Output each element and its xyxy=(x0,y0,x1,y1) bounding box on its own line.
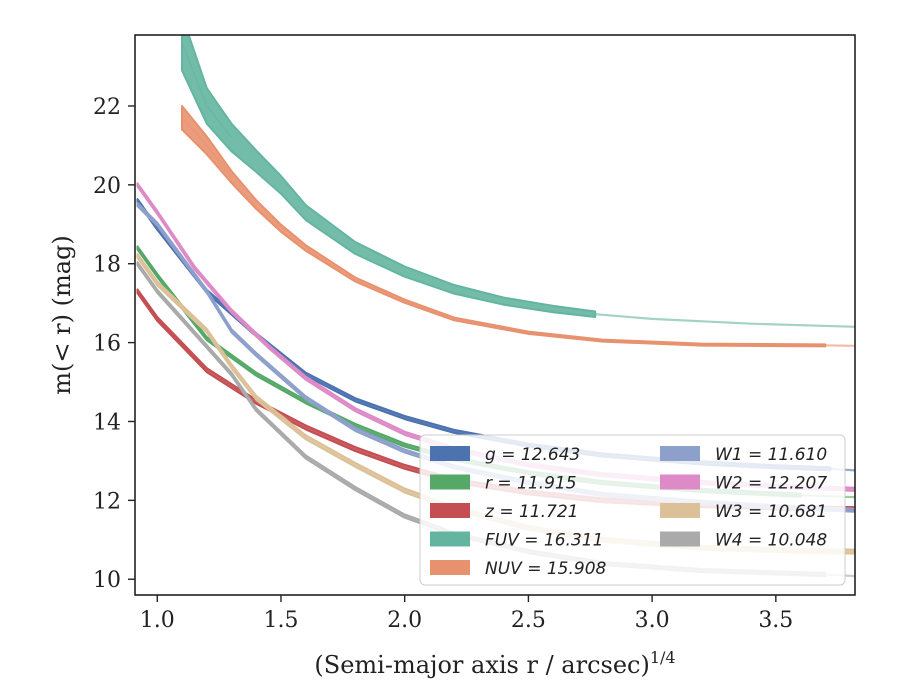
legend-swatch-w2 xyxy=(660,474,700,490)
x-axis-label: (Semi-major axis r / arcsec)1/4 xyxy=(314,648,675,679)
legend-label-w4: W4 = 10.048 xyxy=(715,531,827,551)
series-head-fuv xyxy=(181,42,233,139)
legend-label-z: z = 11.721 xyxy=(484,502,578,522)
y-tick-label: 20 xyxy=(93,174,121,199)
y-tick-label: 22 xyxy=(93,95,121,120)
series-head-nuv xyxy=(181,117,233,178)
legend-label-w2: W2 = 12.207 xyxy=(715,474,827,494)
y-tick-label: 12 xyxy=(93,489,121,514)
legend: g = 12.643 r = 11.915 z = 11.721 FUV = 16.3… xyxy=(419,434,846,586)
legend-label-w1: W1 = 11.610 xyxy=(715,445,827,465)
series-head-w2 xyxy=(136,184,196,269)
series-nuv xyxy=(181,105,855,348)
legend-swatch-z xyxy=(430,503,470,518)
series-head-z xyxy=(136,290,208,371)
x-tick-label: 1.5 xyxy=(263,608,298,633)
series-band-w1 xyxy=(136,202,855,513)
series-band-fuv xyxy=(181,35,597,318)
x-axis-label-exponent: 1/4 xyxy=(650,648,676,667)
series-layer xyxy=(136,35,855,578)
legend-swatch-w1 xyxy=(660,446,700,461)
plot-frame xyxy=(134,34,856,596)
y-tick-label: 10 xyxy=(93,568,121,593)
y-tick-label: 14 xyxy=(93,410,121,435)
y-tick-label: 16 xyxy=(93,332,121,357)
series-w3 xyxy=(136,252,855,555)
series-w1 xyxy=(136,202,855,513)
series-fuv xyxy=(181,35,855,328)
y-tick-label: 18 xyxy=(93,253,121,278)
legend-frame xyxy=(419,434,846,586)
series-g xyxy=(136,198,855,472)
legend-swatch-nuv xyxy=(430,560,470,575)
x-axis-label-text: (Semi-major axis r / arcsec) xyxy=(314,651,649,679)
series-band-w2 xyxy=(136,182,855,492)
series-tail-fuv xyxy=(595,313,855,328)
series-w2 xyxy=(136,182,855,492)
legend-swatch-r xyxy=(430,474,470,490)
legend-swatch-g xyxy=(430,446,470,461)
series-head-w1 xyxy=(136,203,208,292)
series-head-r xyxy=(136,247,208,340)
series-band-nuv xyxy=(181,105,827,348)
series-band-w3 xyxy=(136,252,855,555)
series-head-w3 xyxy=(136,255,208,332)
legend-swatch-fuv xyxy=(430,531,470,547)
series-band-g xyxy=(136,198,832,472)
legend-label-fuv: FUV = 16.311 xyxy=(485,531,603,551)
x-tick-label: 1.0 xyxy=(140,608,175,633)
x-tick-label: 3.5 xyxy=(758,608,793,633)
legend-label-nuv: NUV = 15.908 xyxy=(485,559,607,579)
legend-swatch-w4 xyxy=(660,531,700,547)
y-axis-label: m(< r) (mag) xyxy=(48,235,76,394)
series-head-w4 xyxy=(136,263,208,348)
x-tick-label: 3.0 xyxy=(635,608,670,633)
legend-label-g: g = 12.643 xyxy=(485,445,580,465)
legend-swatch-w3 xyxy=(660,503,700,518)
legend-label-w3: W3 = 10.681 xyxy=(715,502,827,522)
x-tick-label: 2.5 xyxy=(511,608,546,633)
ticks-layer: 1.0 1.5 2.0 2.5 3.0 3.5 10 12 14 16 18 20 22 xyxy=(93,95,793,633)
x-tick-label: 2.0 xyxy=(387,608,422,633)
legend-label-r: r = 11.915 xyxy=(485,474,577,494)
